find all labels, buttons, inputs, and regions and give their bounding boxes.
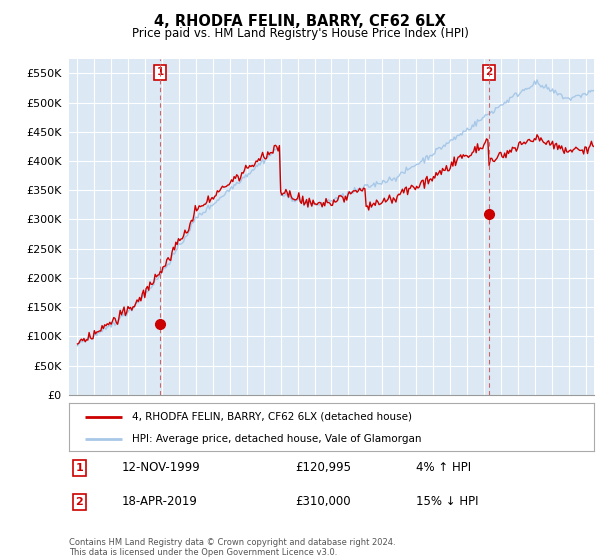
Text: 1: 1 <box>157 67 164 77</box>
Text: 15% ↓ HPI: 15% ↓ HPI <box>415 496 478 508</box>
Text: 12-NOV-1999: 12-NOV-1999 <box>121 461 200 474</box>
Text: 4% ↑ HPI: 4% ↑ HPI <box>415 461 470 474</box>
Text: £310,000: £310,000 <box>295 496 350 508</box>
Text: 18-APR-2019: 18-APR-2019 <box>121 496 197 508</box>
Text: Price paid vs. HM Land Registry's House Price Index (HPI): Price paid vs. HM Land Registry's House … <box>131 27 469 40</box>
Text: 1: 1 <box>76 463 83 473</box>
Text: 2: 2 <box>76 497 83 507</box>
Text: Contains HM Land Registry data © Crown copyright and database right 2024.
This d: Contains HM Land Registry data © Crown c… <box>69 538 395 557</box>
Text: 2: 2 <box>485 67 493 77</box>
Text: £120,995: £120,995 <box>295 461 351 474</box>
Text: HPI: Average price, detached house, Vale of Glamorgan: HPI: Average price, detached house, Vale… <box>132 434 421 444</box>
Text: 4, RHODFA FELIN, BARRY, CF62 6LX: 4, RHODFA FELIN, BARRY, CF62 6LX <box>154 14 446 29</box>
Text: 4, RHODFA FELIN, BARRY, CF62 6LX (detached house): 4, RHODFA FELIN, BARRY, CF62 6LX (detach… <box>132 412 412 422</box>
